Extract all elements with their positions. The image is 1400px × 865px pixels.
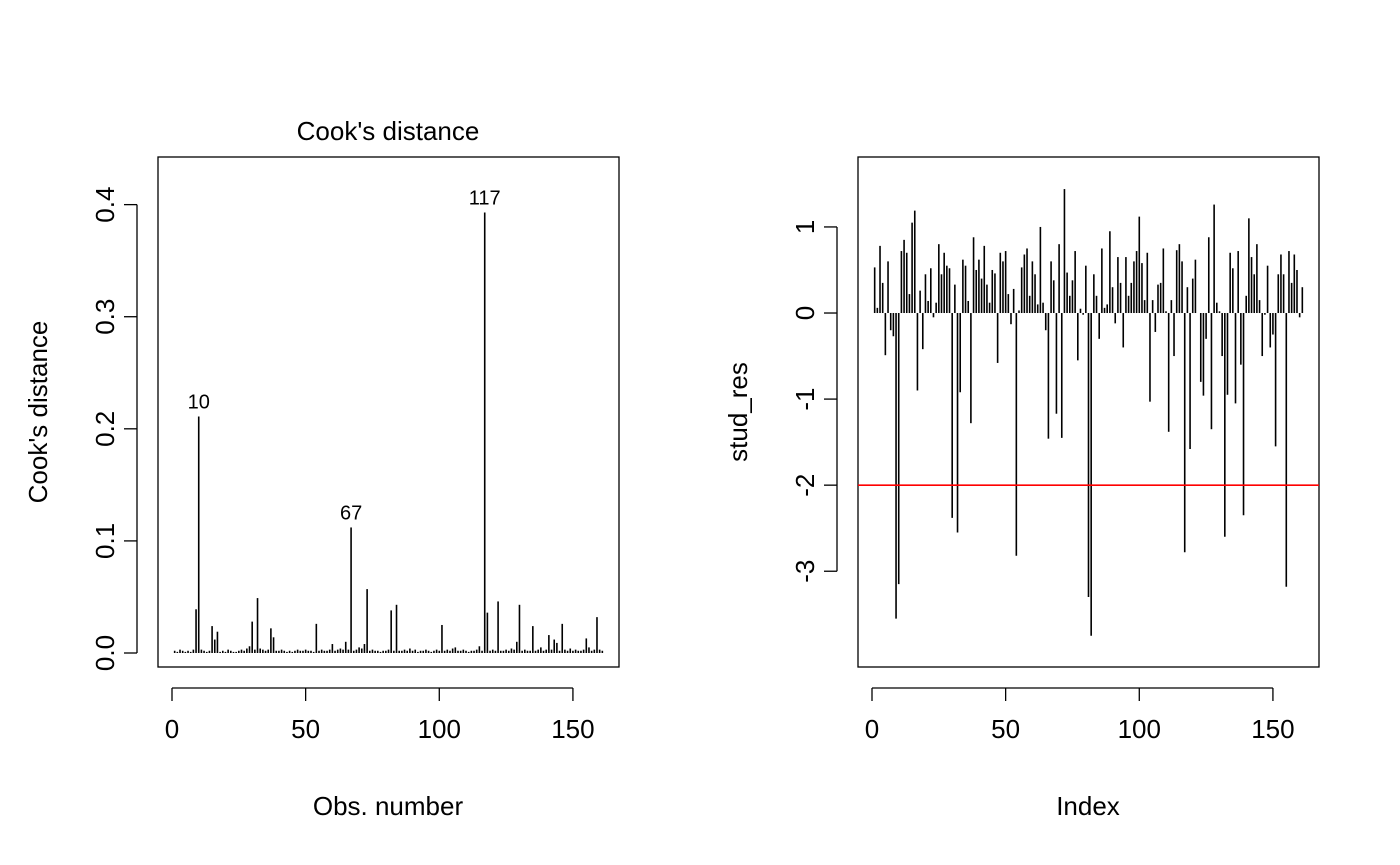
x-tick-label: 100 — [1118, 714, 1161, 744]
cooks-distance-point-labels: 10 67 117 — [188, 187, 501, 524]
x-tick-label: 0 — [865, 714, 879, 744]
cooks-distance-spikes — [173, 212, 604, 653]
y-tick-label: 0 — [790, 306, 820, 320]
y-tick-label: 0.2 — [90, 411, 120, 447]
studentized-residuals-panel: 0 50 100 150 -3 -2 -1 0 1 Index stud_res — [723, 156, 1320, 821]
y-tick-label: 0.3 — [90, 299, 120, 335]
x-tick-label: 150 — [551, 714, 594, 744]
cooks-distance-x-axis-label: Obs. number — [313, 791, 464, 821]
point-label-10: 10 — [188, 391, 210, 413]
cooks-distance-plot-frame — [157, 156, 620, 668]
cooks-distance-axes: 0 50 100 150 0.0 0.1 0.2 0.3 0.4 — [90, 187, 595, 744]
stud-res-x-axis-label: Index — [1056, 791, 1120, 821]
y-tick-label: 1 — [790, 220, 820, 234]
cooks-distance-panel: Cook's distance 0 50 100 150 0.0 0.1 0.2 0.3 0.4… — [23, 116, 620, 821]
stud-res-axes: 0 50 100 150 -3 -2 -1 0 1 — [790, 220, 1295, 744]
y-tick-label: 0.0 — [90, 635, 120, 671]
cooks-distance-title: Cook's distance — [297, 116, 480, 146]
x-tick-label: 100 — [418, 714, 461, 744]
x-tick-label: 50 — [291, 714, 320, 744]
x-tick-label: 50 — [991, 714, 1020, 744]
y-tick-label: 0.1 — [90, 523, 120, 559]
cooks-distance-y-axis-label: Cook's distance — [23, 321, 53, 504]
stud-res-spikes — [873, 189, 1304, 636]
x-tick-label: 150 — [1251, 714, 1294, 744]
stud-res-plot-frame — [857, 156, 1320, 668]
y-tick-label: -2 — [790, 474, 820, 497]
y-tick-label: 0.4 — [90, 187, 120, 223]
y-tick-label: -3 — [790, 560, 820, 583]
stud-res-y-axis-label: stud_res — [723, 362, 753, 462]
point-label-117: 117 — [469, 187, 501, 209]
point-label-67: 67 — [340, 502, 362, 524]
y-tick-label: -1 — [790, 388, 820, 411]
x-tick-label: 0 — [165, 714, 179, 744]
